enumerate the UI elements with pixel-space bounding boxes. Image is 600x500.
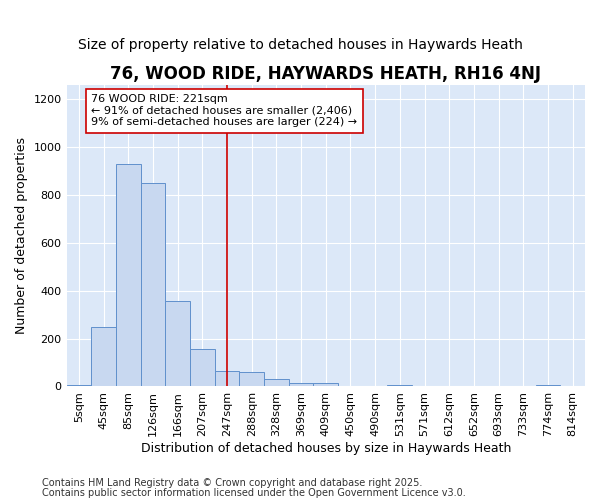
Bar <box>116 164 140 386</box>
Text: 76 WOOD RIDE: 221sqm
← 91% of detached houses are smaller (2,406)
9% of semi-det: 76 WOOD RIDE: 221sqm ← 91% of detached h… <box>91 94 358 128</box>
Bar <box>67 384 91 386</box>
X-axis label: Distribution of detached houses by size in Haywards Heath: Distribution of detached houses by size … <box>140 442 511 455</box>
Text: Contains HM Land Registry data © Crown copyright and database right 2025.: Contains HM Land Registry data © Crown c… <box>42 478 422 488</box>
Bar <box>264 380 289 386</box>
Y-axis label: Number of detached properties: Number of detached properties <box>15 137 28 334</box>
Bar <box>289 383 313 386</box>
Bar <box>140 184 165 386</box>
Bar <box>536 384 560 386</box>
Bar <box>91 327 116 386</box>
Bar <box>388 384 412 386</box>
Bar <box>190 348 215 387</box>
Title: 76, WOOD RIDE, HAYWARDS HEATH, RH16 4NJ: 76, WOOD RIDE, HAYWARDS HEATH, RH16 4NJ <box>110 65 541 83</box>
Text: Contains public sector information licensed under the Open Government Licence v3: Contains public sector information licen… <box>42 488 466 498</box>
Text: Size of property relative to detached houses in Haywards Heath: Size of property relative to detached ho… <box>77 38 523 52</box>
Bar <box>165 300 190 386</box>
Bar <box>215 372 239 386</box>
Bar <box>239 372 264 386</box>
Bar <box>313 384 338 386</box>
